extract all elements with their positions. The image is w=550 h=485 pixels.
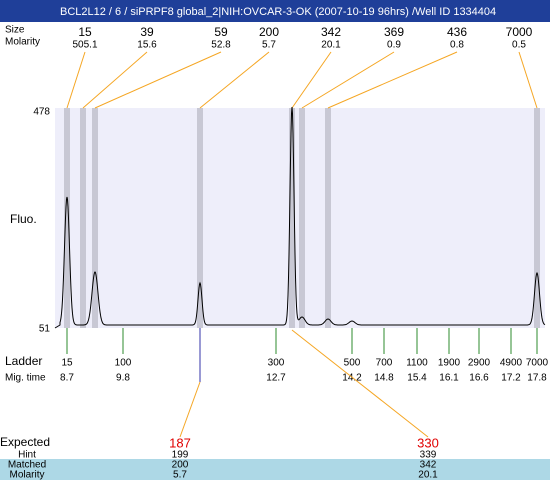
peak-connector [518,51,538,109]
peak-size: 39 [140,25,154,39]
ladder-time: 14.2 [342,373,362,384]
peak-connector [82,51,148,109]
title-bar [0,0,550,22]
peak-band [92,108,98,328]
peak-band [80,108,86,328]
matched-molarity: 5.7 [173,470,187,480]
expected-connector [179,381,201,438]
ladder-time: 14.8 [374,373,394,384]
ladder-size: 1100 [406,358,428,369]
matched-band [0,459,550,480]
ladder-time: 9.8 [116,373,130,384]
peak-band [64,108,70,328]
peak-connector [327,51,458,109]
peak-connector [94,51,222,109]
peak-connector [301,51,395,109]
peak-connector [66,51,86,109]
ladder-time: 8.7 [60,373,74,384]
molarity-label: Molarity [5,37,40,48]
matched-molarity: 20.1 [418,470,438,480]
title: BCL2L12 / 6 / siPRPF8 global_2|NIH:OVCAR… [60,6,496,18]
ladder-size: 2900 [468,358,491,369]
ladder-label: Ladder [5,354,42,368]
peak-size: 436 [447,25,467,39]
y-max-label: 478 [33,107,50,118]
y-axis-label: Fluo. [10,212,37,226]
matched-size: 200 [172,460,189,471]
peak-band [299,108,305,328]
peak-band [325,108,331,328]
peak-molarity: 0.8 [450,40,464,51]
peak-size: 369 [384,25,404,39]
expected-label: Expected [0,435,50,449]
peak-molarity: 20.1 [321,40,341,51]
mig-time-label: Mig. time [5,373,46,384]
peak-molarity: 505.1 [72,40,97,51]
trace [54,106,546,329]
peak-size: 15 [78,25,92,39]
matched-label: Matched [8,460,46,471]
ladder-size: 7000 [526,358,549,369]
hint-size: 199 [172,450,189,461]
hint-size: 339 [420,450,437,461]
peak-size: 59 [214,25,228,39]
ladder-time: 16.1 [439,373,459,384]
ladder-size: 1900 [438,358,461,369]
peak-molarity: 15.6 [137,40,157,51]
ladder-time: 17.2 [501,373,521,384]
expected-size: 187 [169,435,191,450]
peak-size: 200 [259,25,279,39]
peak-band [197,108,203,328]
peak-molarity: 52.8 [211,40,231,51]
hint-label: Hint [18,450,36,461]
peak-size: 7000 [506,25,533,39]
ladder-size: 4900 [500,358,523,369]
y-min-label: 51 [39,324,51,335]
expected-connector [291,329,429,438]
expected-size: 330 [417,435,439,450]
peak-molarity: 5.7 [262,40,276,51]
ladder-size: 500 [344,358,361,369]
peak-connector [291,51,332,109]
ladder-size: 300 [268,358,285,369]
peak-molarity: 0.5 [512,40,526,51]
peak-molarity: 0.9 [387,40,401,51]
molarity-row-label: Molarity [9,470,44,480]
peak-connector [199,51,270,109]
ladder-size: 15 [61,358,73,369]
ladder-time: 16.6 [469,373,489,384]
ladder-size: 700 [376,358,393,369]
peak-band [289,108,295,328]
ladder-time: 17.8 [527,373,547,384]
peak-size: 342 [321,25,341,39]
matched-size: 342 [420,460,437,471]
ladder-size: 100 [115,358,132,369]
ladder-time: 15.4 [407,373,427,384]
size-label: Size [5,25,25,36]
ladder-time: 12.7 [266,373,286,384]
peak-band [534,108,540,328]
